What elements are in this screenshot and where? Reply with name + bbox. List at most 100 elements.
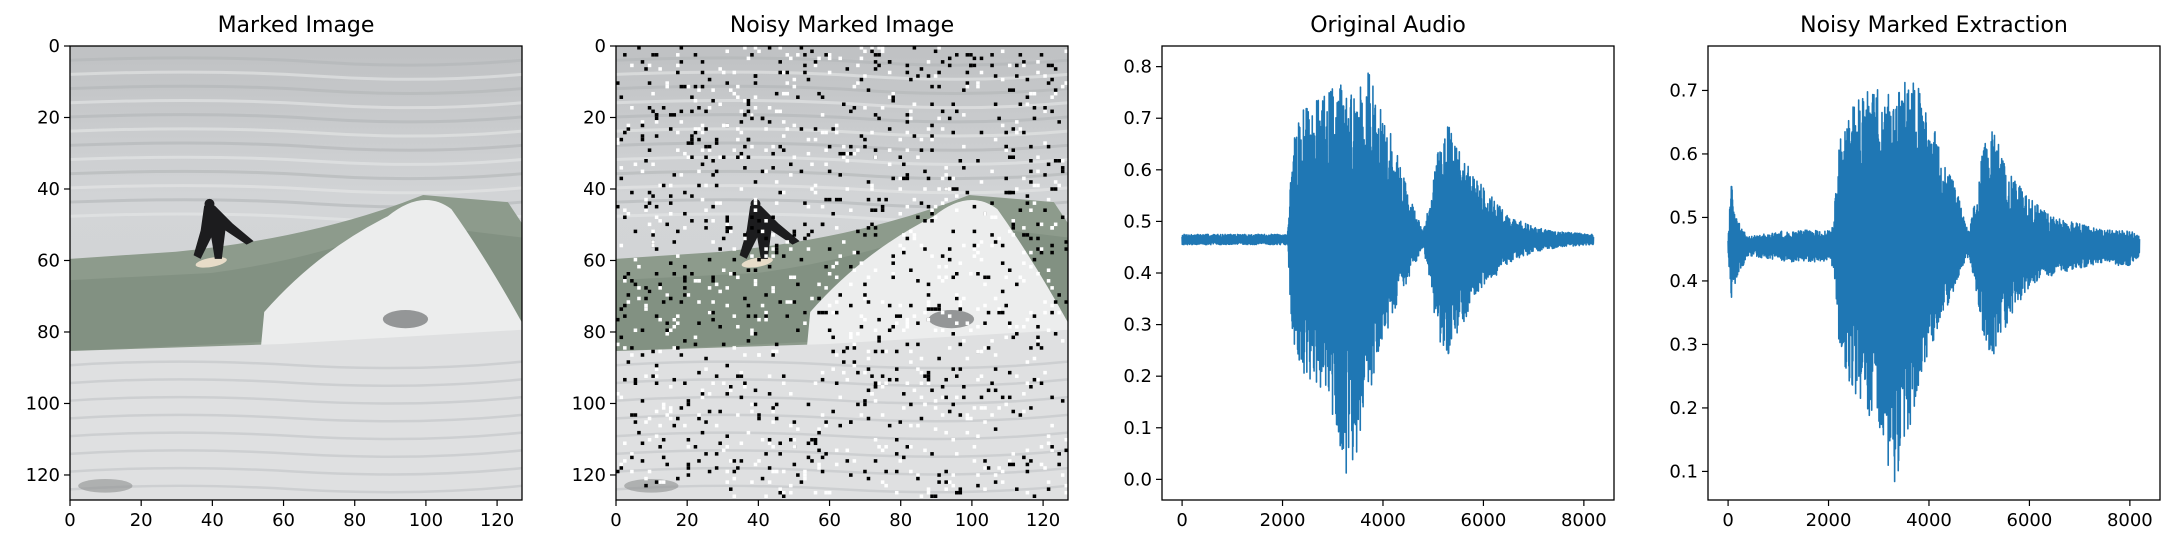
noise-pixel-black — [683, 279, 687, 283]
noise-pixel-black — [661, 437, 666, 442]
noise-pixel-black — [729, 226, 733, 230]
noise-pixel-black — [803, 201, 807, 205]
noise-pixel-black — [750, 116, 754, 121]
noise-pixel-white — [1015, 324, 1019, 329]
noise-pixel-black — [806, 455, 811, 460]
noise-pixel-white — [1022, 279, 1026, 283]
noise-pixel-black — [654, 134, 659, 138]
noise-pixel-white — [845, 151, 850, 156]
noise-pixel-white — [750, 113, 754, 117]
noise-pixel-black — [810, 437, 814, 442]
noise-pixel-white — [976, 377, 980, 382]
noise-pixel-black — [958, 159, 963, 163]
noise-pixel-white — [824, 148, 828, 152]
wave-streak — [69, 70, 523, 81]
noise-pixel-white — [898, 211, 903, 216]
noise-pixel-black — [1025, 462, 1030, 467]
wave-streak — [69, 98, 523, 110]
noise-pixel-black — [647, 148, 652, 152]
noise-pixel-white — [679, 120, 684, 124]
noise-pixel-white — [1018, 275, 1023, 280]
noise-pixel-white — [1000, 123, 1005, 128]
noise-pixel-black — [1046, 63, 1051, 68]
noise-pixel-white — [919, 381, 924, 385]
noise-pixel-white — [1036, 70, 1040, 75]
noise-pixel-white — [884, 349, 888, 354]
noise-pixel-white — [697, 279, 701, 283]
wave-streak — [615, 98, 1069, 110]
noise-pixel-black — [803, 310, 807, 315]
foam-streak — [69, 360, 523, 370]
noise-pixel-black — [930, 84, 934, 89]
noise-pixel-black — [644, 483, 648, 488]
y-tick-label: 20 — [37, 107, 60, 128]
noise-pixel-black — [852, 360, 857, 364]
chart-title: Original Audio — [1310, 13, 1466, 38]
noise-pixel-black — [877, 339, 881, 343]
noise-pixel-black — [700, 392, 705, 396]
noise-pixel-white — [1032, 91, 1037, 96]
noise-pixel-black — [668, 127, 673, 131]
noise-pixel-black — [690, 134, 694, 138]
noise-pixel-black — [912, 134, 917, 138]
noise-pixel-white — [891, 91, 895, 96]
noise-pixel-black — [711, 275, 715, 280]
noise-pixel-black — [633, 282, 638, 287]
noise-pixel-white — [725, 469, 729, 474]
noise-pixel-white — [704, 208, 708, 212]
noise-pixel-white — [979, 349, 984, 354]
noise-pixel-black — [661, 106, 666, 110]
noise-pixel-white — [852, 363, 857, 368]
noise-pixel-black — [856, 229, 860, 234]
noise-pixel-white — [760, 437, 765, 442]
noise-pixel-black — [654, 363, 659, 368]
noise-pixel-white — [933, 215, 938, 220]
noise-pixel-white — [972, 406, 977, 410]
noise-pixel-white — [1060, 84, 1065, 89]
noise-pixel-black — [1011, 190, 1016, 195]
noise-pixel-black — [679, 300, 684, 304]
noise-pixel-white — [955, 208, 959, 212]
noise-pixel-white — [778, 46, 782, 50]
noise-pixel-black — [1043, 208, 1047, 212]
noise-pixel-black — [767, 264, 772, 269]
noise-pixel-black — [877, 116, 881, 121]
noise-pixel-white — [905, 204, 910, 209]
noise-pixel-white — [947, 187, 952, 191]
noise-pixel-black — [750, 226, 754, 230]
noise-pixel-black — [877, 63, 881, 68]
noise-pixel-black — [690, 272, 694, 276]
noise-pixel-black — [863, 469, 867, 474]
noise-pixel-white — [736, 95, 740, 99]
noise-pixel-black — [894, 437, 899, 442]
noise-pixel-black — [1032, 106, 1037, 110]
noise-pixel-white — [1000, 49, 1005, 54]
noise-pixel-white — [771, 247, 775, 251]
noise-pixel-white — [873, 399, 878, 403]
noise-pixel-white — [905, 381, 910, 385]
noise-pixel-white — [926, 303, 931, 308]
noise-pixel-black — [792, 462, 797, 467]
noise-pixel-white — [930, 254, 934, 258]
noise-pixel-white — [972, 247, 977, 251]
noise-pixel-black — [697, 370, 701, 375]
noise-pixel-black — [640, 399, 645, 403]
noise-pixel-white — [930, 208, 934, 212]
noise-pixel-white — [700, 388, 705, 393]
noise-pixel-black — [937, 480, 941, 484]
noise-pixel-white — [983, 346, 987, 350]
noise-pixel-black — [693, 130, 698, 135]
surfer-head — [204, 198, 215, 209]
noise-pixel-white — [658, 480, 662, 484]
noise-pixel-black — [753, 388, 758, 393]
noise-pixel-white — [997, 466, 1001, 470]
noise-pixel-black — [725, 434, 729, 438]
noise-pixel-black — [993, 480, 998, 484]
noise-pixel-white — [880, 385, 885, 389]
foam-streak — [69, 466, 523, 476]
noise-pixel-white — [1036, 60, 1040, 64]
noise-pixel-white — [789, 490, 793, 495]
noise-pixel-white — [933, 427, 938, 431]
x-tick-label: 20 — [676, 510, 699, 531]
noise-pixel-white — [824, 162, 828, 167]
